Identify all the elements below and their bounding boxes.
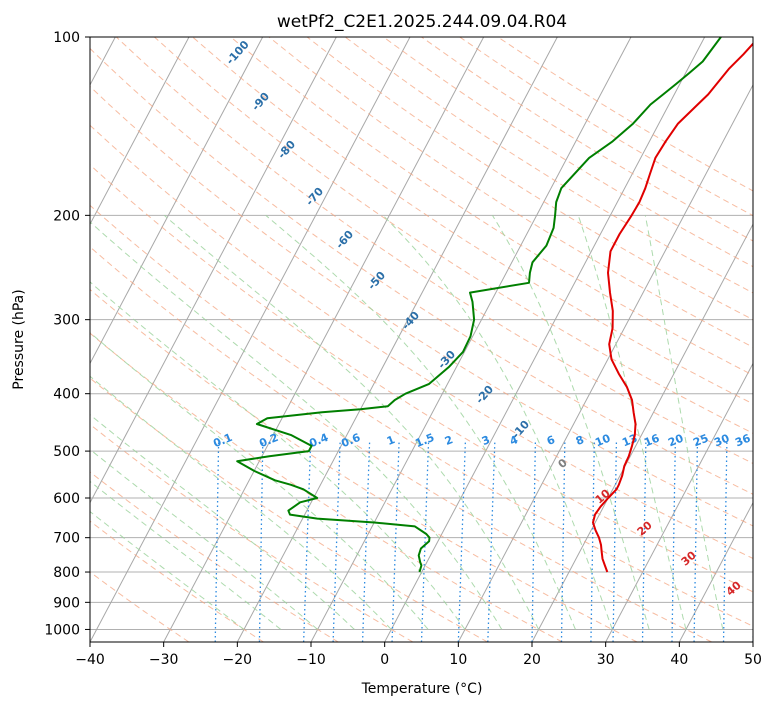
moist-adiabat-line xyxy=(90,510,245,630)
isotherm-line xyxy=(605,362,753,642)
dry-adiabat-line xyxy=(268,37,753,348)
x-tick-label: −40 xyxy=(75,652,105,668)
y-tick-label: 800 xyxy=(53,565,80,581)
isotherm-line xyxy=(678,501,753,642)
mixing-ratio-line xyxy=(671,440,677,642)
isotherm-line xyxy=(163,37,485,642)
dry-adiabat-line xyxy=(230,37,753,376)
y-tick-label: 1000 xyxy=(44,622,80,638)
mixing-ratio-label: 16 xyxy=(642,432,661,450)
moist-adiabat-line xyxy=(577,215,687,630)
profile-lines xyxy=(236,37,753,573)
isotherm-line xyxy=(90,37,411,642)
x-tick-label: 40 xyxy=(670,652,688,668)
x-tick-label: 0 xyxy=(380,652,389,668)
y-tick-label: 200 xyxy=(53,208,80,224)
dry-adiabat-line xyxy=(90,571,190,642)
mixing-ratio-line xyxy=(722,440,728,642)
x-tick-label: 30 xyxy=(597,652,615,668)
moist-adiabat-line xyxy=(90,448,318,630)
mixing-ratio-label: 8 xyxy=(574,433,586,448)
isotherm-line xyxy=(236,37,558,642)
y-tick-label: 100 xyxy=(53,30,80,46)
moist-adiabat-line xyxy=(90,221,503,630)
y-tick-label: 400 xyxy=(53,387,80,403)
mixing-ratio-line xyxy=(612,440,618,642)
mixing-ratio-line xyxy=(391,440,400,642)
mixing-ratio-label: 1 xyxy=(385,433,397,448)
mixing-ratio-label: 30 xyxy=(712,432,731,450)
isotherm-line xyxy=(457,83,753,642)
y-tick-label: 700 xyxy=(53,531,80,547)
dewpoint-profile-line xyxy=(236,37,722,573)
mixing-ratio-line xyxy=(590,440,595,642)
mixing-ratio-line xyxy=(641,440,647,642)
isotherm-line xyxy=(90,37,337,504)
dry-adiabat-line xyxy=(90,288,638,642)
mixing-ratio-line xyxy=(457,440,467,642)
chart-title: wetPf2_C2E1.2025.244.09.04.R04 xyxy=(277,12,567,32)
dry-adiabat-line xyxy=(90,85,753,527)
dry-adiabat-line xyxy=(90,423,414,642)
y-axis-label: Pressure (hPa) xyxy=(11,289,27,389)
isotherm-line xyxy=(384,37,706,642)
mixing-ratio-label: 36 xyxy=(733,432,752,450)
x-axis-label: Temperature (°C) xyxy=(361,681,483,697)
temperature-profile-line xyxy=(592,42,753,573)
mixing-ratio-label: 3 xyxy=(480,433,492,448)
x-tick-label: −10 xyxy=(296,652,326,668)
moist-adiabat-line xyxy=(382,214,613,630)
moist-adiabat-line xyxy=(265,214,576,630)
isotherm-line xyxy=(90,37,190,226)
x-tick-label: 10 xyxy=(449,652,467,668)
background-grid xyxy=(90,37,753,642)
moist-adiabat-line xyxy=(90,281,466,630)
mixing-ratio-line xyxy=(420,440,430,642)
x-tick-label: −30 xyxy=(149,652,179,668)
moist-adiabat-line xyxy=(90,375,392,630)
y-tick-label: 300 xyxy=(53,313,80,329)
x-tick-label: 50 xyxy=(744,652,762,668)
moist-adiabat-line xyxy=(90,414,355,630)
mixing-ratio-line xyxy=(560,440,566,642)
axis-ticks: −40 −30 −20 −10 0 10 20 30 40 50 100 200 300 400 500 60… xyxy=(44,30,762,668)
dry-adiabat-line xyxy=(90,246,712,642)
mixing-ratio-line xyxy=(332,440,341,642)
y-tick-label: 500 xyxy=(53,444,80,460)
mixing-ratio-label: 2 xyxy=(443,433,455,448)
mixing-ratio-line xyxy=(214,440,220,642)
dry-adiabat-line xyxy=(90,47,753,495)
mixing-ratio-label: 10 xyxy=(593,432,612,450)
dry-adiabat-line xyxy=(115,37,753,464)
mixing-ratio-line xyxy=(361,440,371,642)
mixing-ratio-line xyxy=(302,440,312,642)
moist-adiabat-line xyxy=(163,214,540,630)
dry-adiabat-line xyxy=(90,377,488,642)
plot-background xyxy=(90,37,753,642)
x-tick-label: 20 xyxy=(523,652,541,668)
mixing-ratio-line xyxy=(531,440,537,642)
plot-area: -100-90-80-70-60-50-40-30-20-100.1 0.2 0.4… xyxy=(89,36,754,643)
mixing-ratio-label: 20 xyxy=(666,432,685,450)
mixing-ratio-label: 25 xyxy=(691,432,710,450)
x-tick-label: −20 xyxy=(223,652,253,668)
y-tick-label: 600 xyxy=(53,491,80,507)
moist-adiabat-line xyxy=(90,480,282,630)
mixing-ratio-line xyxy=(487,440,496,642)
y-tick-label: 900 xyxy=(53,595,80,611)
isotherm-line xyxy=(531,223,753,642)
plot-frame xyxy=(89,36,754,643)
isotherm-line xyxy=(90,37,264,365)
mixing-ratio-line xyxy=(693,440,699,642)
